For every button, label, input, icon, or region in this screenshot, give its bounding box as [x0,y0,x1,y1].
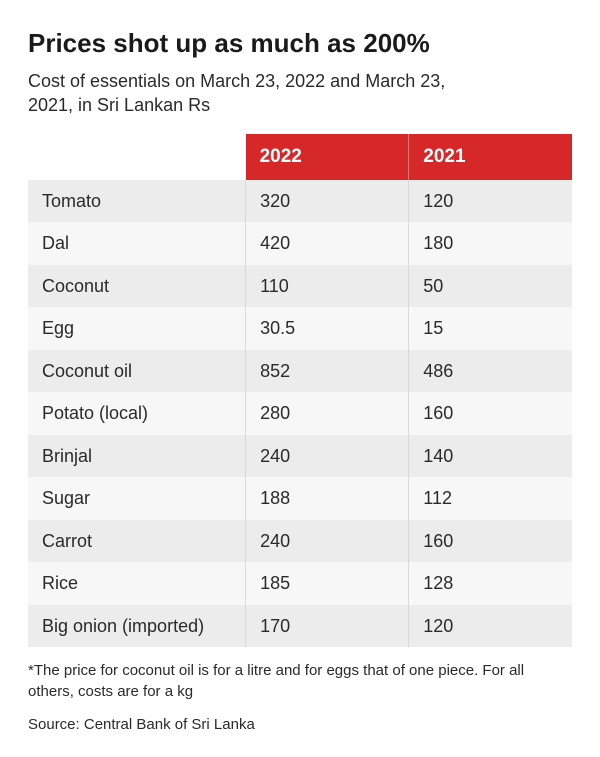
row-2021: 15 [409,307,572,350]
row-2021: 112 [409,477,572,520]
row-2022: 30.5 [246,307,409,350]
row-2022: 320 [246,180,409,223]
row-2022: 420 [246,222,409,265]
table-row: Egg30.515 [28,307,572,350]
table-row: Brinjal240140 [28,435,572,478]
row-2021: 160 [409,520,572,563]
row-label: Potato (local) [28,392,246,435]
row-2022: 852 [246,350,409,393]
row-label: Egg [28,307,246,350]
row-2022: 188 [246,477,409,520]
row-2022: 240 [246,520,409,563]
table-header-row: 2022 2021 [28,134,572,180]
row-2021: 180 [409,222,572,265]
row-label: Tomato [28,180,246,223]
row-label: Dal [28,222,246,265]
row-label: Brinjal [28,435,246,478]
table-row: Carrot240160 [28,520,572,563]
row-label: Coconut oil [28,350,246,393]
col-header-blank [28,134,246,180]
row-label: Big onion (imported) [28,605,246,648]
table-row: Coconut11050 [28,265,572,308]
row-label: Sugar [28,477,246,520]
row-2021: 128 [409,562,572,605]
source-line: Source: Central Bank of Sri Lanka [28,716,572,733]
row-2021: 50 [409,265,572,308]
row-2021: 120 [409,605,572,648]
row-2022: 240 [246,435,409,478]
col-header-2021: 2021 [409,134,572,180]
row-2022: 185 [246,562,409,605]
table-row: Rice185128 [28,562,572,605]
row-2021: 120 [409,180,572,223]
row-2021: 140 [409,435,572,478]
chart-title: Prices shot up as much as 200% [28,28,572,59]
chart-subtitle: Cost of essentials on March 23, 2022 and… [28,69,488,118]
price-table: 2022 2021 Tomato320120Dal420180Coconut11… [28,134,572,648]
row-2022: 280 [246,392,409,435]
row-label: Rice [28,562,246,605]
table-row: Sugar188112 [28,477,572,520]
row-label: Carrot [28,520,246,563]
col-header-2022: 2022 [246,134,409,180]
row-label: Coconut [28,265,246,308]
table-row: Big onion (imported)170120 [28,605,572,648]
row-2021: 486 [409,350,572,393]
footnote: *The price for coconut oil is for a litr… [28,661,572,702]
row-2021: 160 [409,392,572,435]
table-row: Coconut oil852486 [28,350,572,393]
table-row: Potato (local)280160 [28,392,572,435]
row-2022: 110 [246,265,409,308]
row-2022: 170 [246,605,409,648]
table-row: Dal420180 [28,222,572,265]
table-body: Tomato320120Dal420180Coconut11050Egg30.5… [28,180,572,648]
table-row: Tomato320120 [28,180,572,223]
